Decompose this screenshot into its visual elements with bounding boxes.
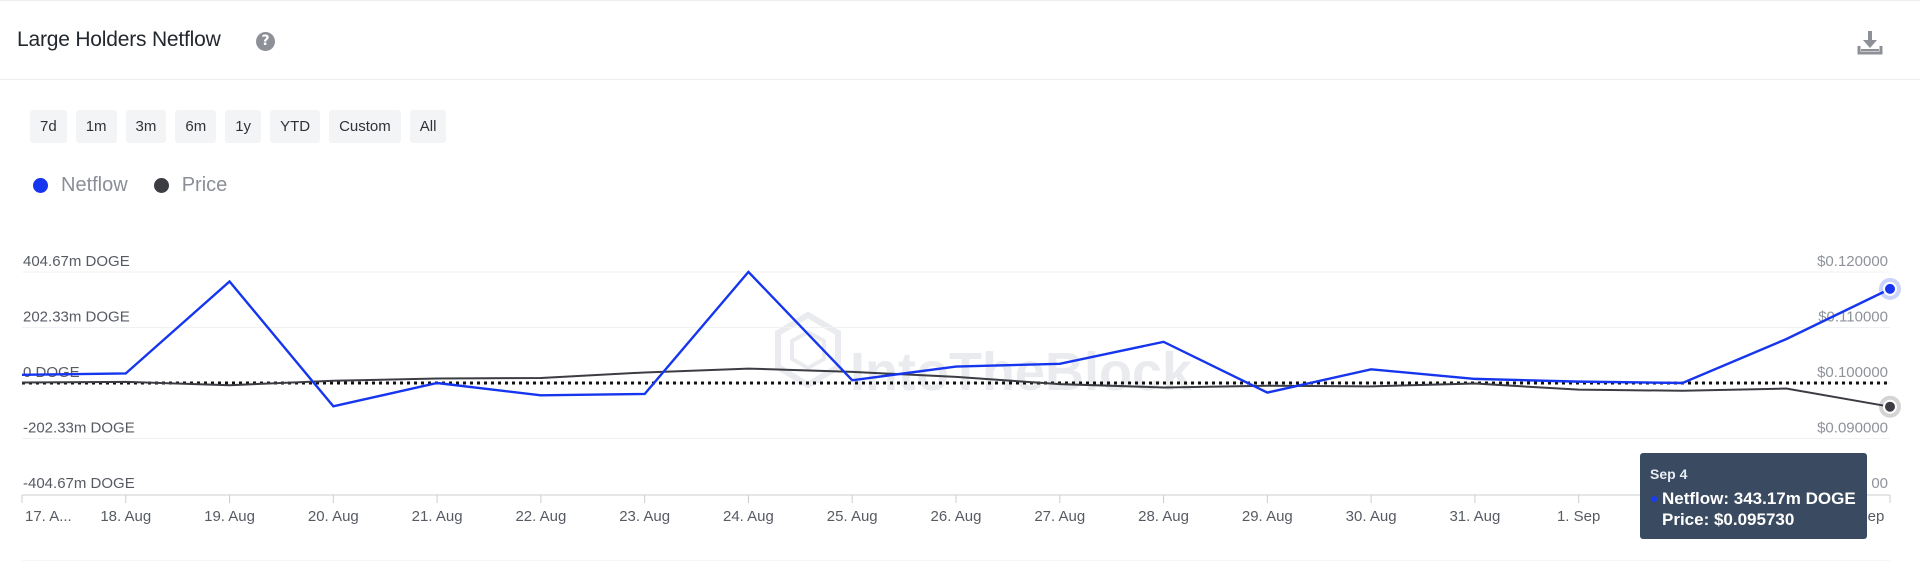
download-icon[interactable] xyxy=(1857,29,1883,55)
x-tick-label: 23. Aug xyxy=(619,508,670,525)
range-1y-button[interactable]: 1y xyxy=(225,110,262,143)
x-tick-label: 26. Aug xyxy=(931,508,982,525)
x-tick-label: 24. Aug xyxy=(723,508,774,525)
x-tick-label: 31. Aug xyxy=(1449,508,1500,525)
legend-label-netflow: Netflow xyxy=(61,174,128,196)
range-1m-button[interactable]: 1m xyxy=(75,110,117,143)
legend-dot-price xyxy=(153,178,169,193)
price-hover-marker xyxy=(1883,399,1897,414)
time-range-selector: 7d 1m 3m 6m 1y YTD Custom All xyxy=(30,110,447,143)
x-tick-label: 1. Sep xyxy=(1557,508,1600,525)
x-tick-label: ep xyxy=(1868,508,1885,525)
y-right-tick-label: $0.120000 xyxy=(1817,253,1888,270)
watermark-text: IntoTheBlock xyxy=(850,342,1193,402)
range-6m-button[interactable]: 6m xyxy=(175,110,217,143)
x-tick-label: 30. Aug xyxy=(1346,508,1397,525)
range-3m-button[interactable]: 3m xyxy=(125,110,167,143)
card-header: Large Holders Netflow ? xyxy=(0,1,1920,80)
range-ytd-button[interactable]: YTD xyxy=(270,110,321,143)
x-tick-label: 22. Aug xyxy=(515,508,566,525)
x-tick-label: 27. Aug xyxy=(1034,508,1085,525)
x-tick-label: 19. Aug xyxy=(204,508,255,525)
y-right-tick-label: 00 xyxy=(1871,475,1888,492)
range-7d-button[interactable]: 7d xyxy=(30,110,67,143)
y-left-tick-label: 0 DOGE xyxy=(23,364,80,381)
x-tick-label: 21. Aug xyxy=(412,508,463,525)
legend-item-netflow[interactable]: Netflow xyxy=(33,174,128,197)
y-right-tick-label: $0.100000 xyxy=(1817,364,1888,381)
x-tick-label: 18. Aug xyxy=(100,508,151,525)
x-tick-label: 28. Aug xyxy=(1138,508,1189,525)
y-left-tick-label: -202.33m DOGE xyxy=(23,420,135,437)
x-tick-label: 17. A... xyxy=(25,508,72,525)
tooltip-netflow: Netflow: 343.17m DOGE xyxy=(1662,489,1856,508)
watermark-logo-icon xyxy=(775,311,841,389)
legend-dot-netflow xyxy=(33,178,48,193)
y-left-tick-label: 404.67m DOGE xyxy=(23,253,130,270)
netflow-hover-marker xyxy=(1883,281,1897,296)
tooltip-netflow-bullet xyxy=(1651,496,1657,502)
y-right-tick-label: $0.090000 xyxy=(1817,420,1888,437)
legend-label-price: Price xyxy=(181,174,228,196)
y-left-tick-label: 202.33m DOGE xyxy=(23,309,130,326)
y-right-tick-label: $0.110000 xyxy=(1818,309,1888,326)
tooltip-price-row: Price: $0.095730 xyxy=(1650,509,1857,530)
x-tick-label: 29. Aug xyxy=(1242,508,1293,525)
axes: 404.67m DOGE 202.33m DOGE 0 DOGE -202.33m D… xyxy=(21,253,1891,561)
series xyxy=(21,270,1891,408)
watermark-logo-inner-icon xyxy=(790,329,826,371)
watermark: IntoTheBlock xyxy=(775,311,1193,402)
tooltip-date: Sep 4 xyxy=(1650,466,1688,482)
chart-title: Large Holders Netflow xyxy=(17,28,221,51)
hover-markers xyxy=(1879,277,1901,418)
question-circle-icon[interactable]: ? xyxy=(256,32,275,51)
chart-legend: Netflow Price xyxy=(33,174,253,197)
y-left-tick-label: -404.67m DOGE xyxy=(23,475,135,492)
range-all-button[interactable]: All xyxy=(409,110,447,143)
x-tick-label: 25. Aug xyxy=(827,508,878,525)
tooltip-price: Price: $0.095730 xyxy=(1662,510,1795,529)
tooltip-netflow-row: Netflow: 343.17m DOGE xyxy=(1650,488,1857,509)
legend-item-price[interactable]: Price xyxy=(153,174,228,197)
range-custom-button[interactable]: Custom xyxy=(329,110,401,143)
x-tick-label: 20. Aug xyxy=(308,508,359,525)
chart-tooltip: Sep 4 Netflow: 343.17m DOGE Price: $0.09… xyxy=(1640,453,1867,539)
